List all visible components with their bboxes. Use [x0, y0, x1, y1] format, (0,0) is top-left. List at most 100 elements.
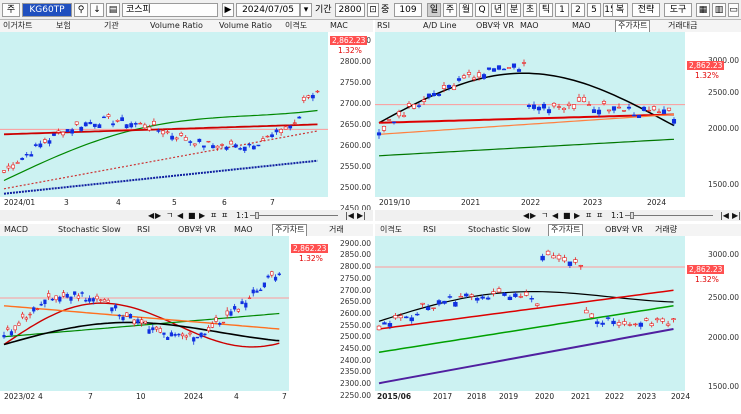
period-button[interactable]: 5 — [587, 3, 601, 17]
layout-icon[interactable]: ▥ — [712, 3, 726, 17]
zoom-slider-handle[interactable] — [255, 212, 259, 219]
playback-control[interactable]: ㅍ — [596, 211, 604, 220]
indicator-tab[interactable]: MACD — [4, 225, 28, 234]
indicator-tab[interactable]: 거래량 — [655, 225, 678, 234]
indicator-tab[interactable]: MAO — [234, 225, 253, 234]
indicator-tab[interactable]: MAO — [572, 21, 591, 30]
indicator-tab[interactable]: 거래대금 — [668, 21, 698, 30]
candle-body — [404, 316, 409, 319]
zoom-ratio-label[interactable]: 1:1 — [611, 211, 624, 220]
scroll-left-arrow[interactable]: ◀ — [523, 211, 530, 220]
indicator-tab[interactable]: MAO — [520, 21, 539, 30]
candle-body — [95, 295, 99, 300]
change-percent-label: 1.32% — [695, 71, 719, 80]
jump-first-button[interactable]: |◀ — [720, 211, 729, 220]
indicator-tab[interactable]: 보험 — [56, 21, 71, 30]
indicator-tab[interactable]: A/D Line — [423, 21, 457, 30]
playback-control[interactable]: ㅍ — [221, 211, 229, 220]
indicator-tab[interactable]: 주가차트 — [615, 20, 651, 32]
indicator-tab[interactable]: 주가차트 — [548, 224, 584, 236]
candle-body — [65, 129, 70, 133]
playback-control[interactable]: ■ — [188, 211, 196, 220]
period-button[interactable]: 년 — [491, 3, 505, 17]
tool-button[interactable]: 도구 — [664, 3, 692, 17]
candle-body — [120, 117, 125, 122]
indicator-tab[interactable]: OBV와 VR — [605, 225, 643, 234]
candle-body — [481, 74, 487, 79]
market-prefix-select[interactable]: 주 — [2, 3, 20, 17]
scroll-right-arrow[interactable]: ▶ — [155, 211, 162, 220]
price-chart-area[interactable] — [0, 32, 328, 197]
date-field[interactable]: 2024/07/05 — [236, 3, 300, 17]
period-button[interactable]: 주 — [443, 3, 457, 17]
price-tick-label: 2500.00 — [707, 88, 739, 97]
playback-control[interactable]: ■ — [563, 211, 571, 220]
candle-body — [247, 143, 252, 146]
price-tick-label: 2000.00 — [707, 124, 739, 133]
duplicate-button[interactable]: 복 — [612, 3, 628, 17]
jump-last-button[interactable]: ▶| — [357, 211, 366, 220]
scroll-right-arrow[interactable]: ▶ — [530, 211, 537, 220]
period-button[interactable]: Q — [475, 3, 489, 17]
playback-control[interactable]: ◀ — [552, 211, 559, 220]
playback-control[interactable]: ㄱ — [541, 211, 549, 220]
price-chart-area[interactable] — [375, 236, 685, 391]
indicator-tab[interactable]: Stochastic Slow — [58, 225, 121, 234]
chart-type-icon[interactable]: ▤ — [106, 3, 120, 17]
indicator-tab[interactable]: 이거차트 — [3, 21, 33, 30]
scroll-left-arrow[interactable]: ◀ — [148, 211, 155, 220]
zoom-slider-track[interactable] — [625, 215, 713, 216]
indicator-tab[interactable]: 주가차트 — [272, 224, 308, 236]
count-input[interactable]: 109 — [394, 3, 422, 17]
playback-control[interactable]: ㅍ — [585, 211, 593, 220]
calendar-dropdown-icon[interactable]: ▾ — [300, 3, 312, 17]
indicator-tab[interactable]: RSI — [377, 21, 390, 30]
zoom-slider-handle[interactable] — [630, 212, 634, 219]
playback-control[interactable]: ▶ — [199, 211, 206, 220]
indicator-tab[interactable]: MAC — [330, 21, 348, 30]
period-button[interactable]: 월 — [459, 3, 473, 17]
indicator-tab[interactable]: Volume Ratio — [150, 21, 203, 30]
period-input[interactable]: 2800 — [335, 3, 365, 17]
period-button[interactable]: 초 — [523, 3, 537, 17]
strategy-button[interactable]: 전략 — [632, 3, 660, 17]
zoom-ratio-label[interactable]: 1:1 — [236, 211, 249, 220]
playback-control[interactable]: ◀ — [177, 211, 184, 220]
settings-icon[interactable]: ▦ — [696, 3, 710, 17]
indicator-tab[interactable]: Volume Ratio — [219, 21, 272, 30]
period-button[interactable]: 틱 — [539, 3, 553, 17]
magnifier-icon[interactable]: ⚲ — [74, 3, 88, 17]
jump-last-button[interactable]: ▶| — [732, 211, 741, 220]
jump-first-button[interactable]: |◀ — [345, 211, 354, 220]
price-chart-area[interactable] — [375, 32, 685, 197]
indicator-tab[interactable]: 거래 — [329, 225, 344, 234]
candle-body — [391, 121, 397, 124]
prev-date-button[interactable]: ▶ — [222, 3, 234, 17]
playback-control[interactable]: ▶ — [574, 211, 581, 220]
indicator-tab[interactable]: 이격도 — [285, 21, 308, 30]
period-button[interactable]: 일 — [427, 3, 441, 17]
playback-control[interactable]: ㅍ — [210, 211, 218, 220]
indicator-tab[interactable]: Stochastic Slow — [468, 225, 531, 234]
price-chart-area[interactable] — [0, 236, 289, 391]
period-button[interactable]: 1 — [555, 3, 569, 17]
indicator-tab[interactable]: 이격도 — [380, 225, 403, 234]
code-list-button[interactable]: ↓ — [90, 3, 104, 17]
zoom-slider-track[interactable] — [250, 215, 338, 216]
indicator-tab[interactable]: 기관 — [104, 21, 119, 30]
indicator-tab[interactable]: OBV와 VR — [476, 21, 514, 30]
candle-body — [188, 332, 192, 335]
indicator-tab[interactable]: RSI — [137, 225, 150, 234]
candle-body — [496, 288, 502, 293]
chart-pane-bottom-left: MACD Stochastic Slow RSI OBV와 VR MAO 주가차트 거래 2… — [0, 224, 373, 403]
indicator-tab[interactable]: OBV와 VR — [178, 225, 216, 234]
period-button[interactable]: 분 — [507, 3, 521, 17]
playback-control[interactable]: ㄱ — [166, 211, 174, 220]
period-spin-icon[interactable]: ⊡ — [367, 3, 379, 17]
close-icon[interactable]: ▭ — [728, 3, 739, 17]
change-percent-label: 1.32% — [695, 275, 719, 284]
code-input[interactable]: KG60TP — [22, 3, 72, 17]
indicator-tab[interactable]: RSI — [423, 225, 436, 234]
candle-body — [605, 317, 611, 319]
period-button[interactable]: 2 — [571, 3, 585, 17]
